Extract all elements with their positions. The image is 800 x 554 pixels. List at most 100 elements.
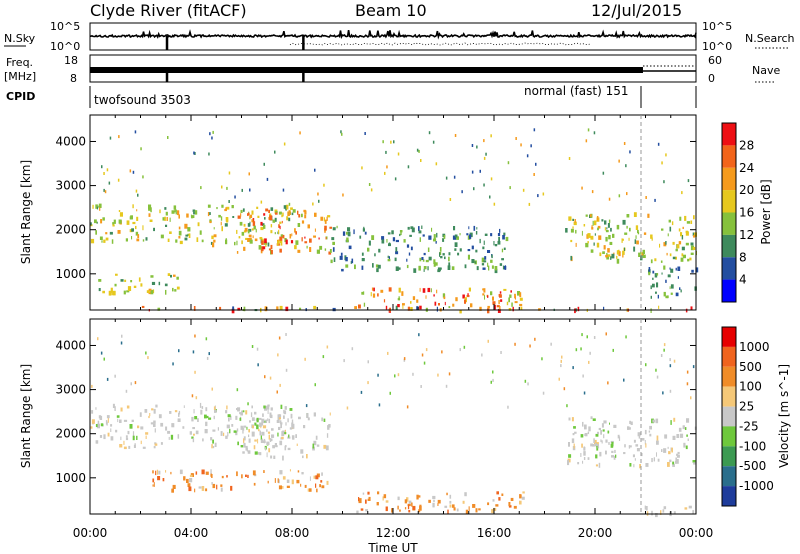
echo-cell (160, 422, 164, 427)
echo-cell (454, 134, 457, 137)
echo-cell (226, 218, 229, 223)
freq-trace (90, 65, 696, 82)
echo-cell (339, 255, 343, 260)
echo-cell (397, 152, 400, 156)
echo-cell (259, 452, 262, 456)
freq-unit-label: [MHz] (4, 70, 36, 83)
echo-cell (265, 243, 267, 247)
echo-cell (407, 504, 410, 510)
echo-cell (645, 363, 647, 367)
echo-cell (686, 434, 688, 437)
echo-cell (568, 454, 572, 458)
echo-cell (239, 221, 243, 226)
echo-cell (603, 245, 606, 250)
echo-cell (575, 348, 578, 352)
echo-cell (109, 136, 112, 140)
echo-cell (148, 213, 151, 217)
echo-cell (383, 299, 386, 303)
echo-cell (466, 233, 469, 236)
echo-cell (212, 483, 216, 489)
echo-cell (101, 240, 103, 243)
echo-cell (448, 306, 451, 309)
echo-cell (220, 431, 223, 436)
echo-cell (239, 412, 242, 415)
echo-cell (193, 151, 195, 155)
echo-cell (139, 412, 142, 417)
echo-cell (403, 357, 406, 361)
echo-cell (464, 492, 467, 497)
echo-cell (560, 364, 562, 368)
echo-cell (191, 416, 194, 422)
echo-cell (680, 289, 682, 293)
echo-cell (395, 305, 398, 310)
echo-cell (681, 191, 683, 195)
echo-cell (582, 421, 584, 427)
echo-cell (481, 263, 485, 266)
echo-cell (664, 448, 666, 451)
echo-cell (616, 258, 620, 264)
echo-cell (459, 248, 462, 252)
echo-cell (236, 229, 238, 234)
echo-cell (534, 337, 536, 341)
echo-cell (491, 265, 494, 269)
echo-cell (177, 210, 180, 216)
echo-cell (574, 431, 577, 434)
echo-cell (285, 239, 288, 245)
nsearch-bottom-tick: 10^0 (702, 40, 732, 53)
echo-cell (665, 279, 667, 283)
echo-cell (506, 301, 509, 306)
echo-cell (105, 237, 109, 241)
echo-cell (228, 417, 230, 422)
echo-cell (688, 505, 692, 509)
echo-cell (241, 240, 243, 245)
echo-cell (621, 238, 623, 243)
echo-cell (670, 420, 672, 425)
echo-cell (211, 444, 213, 449)
echo-cell (251, 405, 253, 409)
echo-cell (444, 256, 446, 260)
echo-cell (153, 420, 156, 424)
echo-cell (391, 230, 394, 235)
echo-cell (454, 248, 457, 251)
nsky-bottom-tick: 10^0 (50, 40, 80, 53)
echo-cell (393, 140, 395, 144)
echo-cell (158, 281, 161, 286)
echo-cell (145, 237, 148, 241)
echo-cell (492, 296, 494, 301)
echo-cell (490, 233, 493, 237)
echo-cell (603, 306, 605, 311)
cpid-mode-normal-fast: normal (fast) 151 (524, 84, 628, 98)
echo-cell (572, 218, 574, 221)
echo-cell (568, 442, 570, 447)
echo-cell (243, 438, 245, 443)
echo-cell (159, 209, 161, 214)
echo-cell (499, 291, 502, 294)
echo-cell (449, 494, 452, 499)
echo-cell (140, 283, 143, 287)
echo-cell (385, 305, 388, 310)
echo-cell (432, 140, 435, 144)
echo-cell (645, 196, 647, 199)
echo-cell (288, 434, 290, 438)
echo-cell (625, 335, 627, 339)
echo-cell (501, 248, 504, 253)
echo-cell (150, 289, 154, 295)
echo-cell (487, 262, 489, 267)
echo-cell (502, 265, 504, 270)
echo-cell (482, 246, 485, 250)
echo-cell (280, 240, 283, 246)
echo-cell (513, 505, 517, 509)
echo-cell (623, 142, 626, 145)
echo-cell (165, 289, 167, 295)
echo-cell (373, 287, 375, 292)
echo-cell (250, 412, 253, 418)
echo-cell (301, 213, 303, 218)
echo-cell (283, 205, 287, 209)
echo-cell (279, 440, 283, 446)
echo-cell (467, 293, 469, 296)
echo-cell (368, 183, 371, 186)
echo-cell (351, 258, 354, 264)
echo-cell (96, 206, 99, 210)
echo-cell (145, 435, 147, 439)
